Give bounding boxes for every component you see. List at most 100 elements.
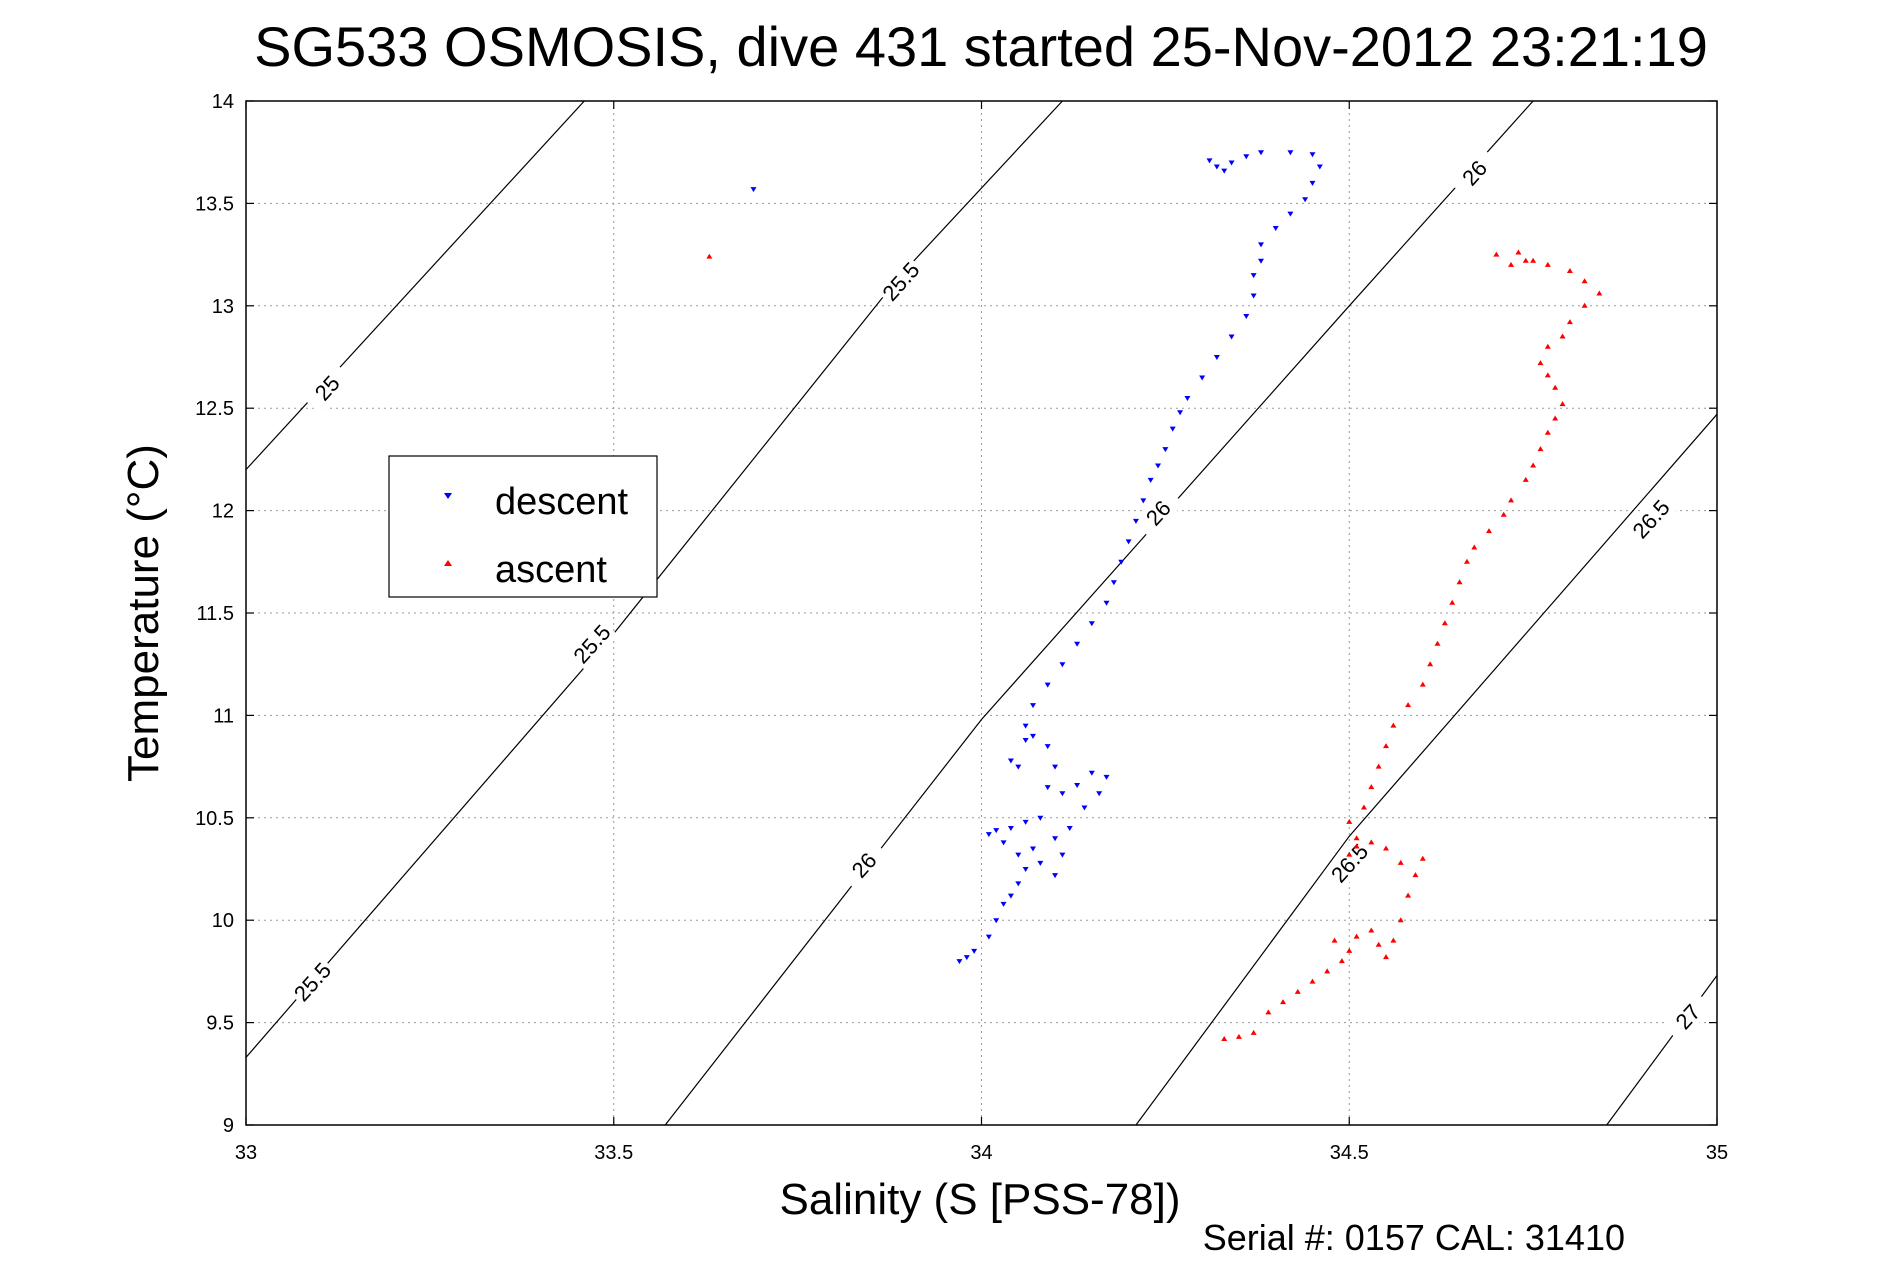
- data-point: [1309, 152, 1316, 158]
- data-point: [1552, 384, 1559, 390]
- legend-ascent-label: ascent: [495, 549, 607, 591]
- data-point: [1485, 528, 1492, 534]
- contour-label-background: [1323, 836, 1375, 890]
- contour-label-background: [1625, 492, 1677, 546]
- data-point: [1110, 580, 1117, 586]
- data-point: [1566, 319, 1573, 325]
- data-point: [1059, 662, 1066, 668]
- data-point: [1405, 892, 1412, 898]
- contour-line-26-5: [1135, 413, 1717, 1125]
- contour-line-25: [246, 101, 585, 471]
- y-tick-label: 10.5: [195, 808, 234, 830]
- data-point: [1007, 826, 1014, 832]
- data-point: [1243, 314, 1250, 320]
- x-tick-label: 34.5: [1330, 1142, 1369, 1164]
- y-tick-label: 11: [213, 705, 234, 727]
- data-point: [1022, 819, 1029, 825]
- data-points: [706, 150, 1603, 1041]
- data-point: [1015, 764, 1022, 770]
- data-point: [971, 948, 978, 954]
- data-point: [1022, 867, 1029, 872]
- data-point: [1074, 641, 1081, 647]
- data-point: [1338, 958, 1345, 964]
- data-point: [1412, 872, 1419, 878]
- data-point: [1257, 258, 1264, 264]
- y-tick-label: 13.5: [195, 193, 234, 215]
- data-point: [1346, 947, 1353, 953]
- data-point: [1353, 843, 1360, 849]
- data-point: [1074, 783, 1081, 789]
- data-point: [1007, 758, 1014, 764]
- data-point: [1221, 1035, 1228, 1041]
- data-point: [1022, 737, 1029, 743]
- data-point: [1052, 873, 1059, 879]
- data-point: [1162, 447, 1169, 453]
- data-point: [1544, 261, 1551, 267]
- data-point: [1544, 343, 1551, 349]
- data-point: [1493, 251, 1500, 257]
- data-point: [1044, 682, 1051, 688]
- data-point: [1537, 360, 1544, 366]
- data-point: [1037, 815, 1044, 821]
- data-point: [1044, 744, 1051, 750]
- legend: descent ascent: [388, 455, 658, 598]
- y-tick-label: 12.5: [195, 398, 234, 420]
- data-point: [1530, 462, 1537, 468]
- data-point: [1103, 774, 1110, 780]
- data-point: [1088, 770, 1095, 776]
- contour-label-background: [838, 838, 890, 892]
- contour-label-background: [565, 617, 618, 671]
- data-point: [1331, 937, 1338, 943]
- data-point: [1353, 933, 1360, 939]
- x-tick-label: 33.5: [594, 1142, 633, 1164]
- contour-label-background: [301, 361, 353, 415]
- data-point: [1199, 375, 1206, 381]
- data-point: [1118, 559, 1125, 565]
- y-tick-label: 12: [212, 501, 234, 523]
- data-point: [1360, 804, 1367, 810]
- data-point: [1088, 621, 1095, 627]
- data-point: [1368, 784, 1375, 790]
- data-point: [1059, 791, 1066, 797]
- data-point: [1081, 805, 1088, 811]
- y-axis-title: Temperature (°C): [119, 444, 168, 782]
- data-point: [1155, 463, 1162, 469]
- data-point: [1257, 242, 1264, 248]
- data-point: [1257, 150, 1264, 156]
- data-point: [985, 832, 992, 838]
- data-point: [1544, 429, 1551, 435]
- data-point: [1022, 723, 1029, 729]
- contour-label-background: [874, 254, 927, 308]
- data-point: [1390, 937, 1397, 943]
- data-point: [1015, 881, 1022, 887]
- data-point: [1177, 410, 1184, 416]
- contour-label-background: [286, 955, 338, 1009]
- data-point: [1287, 211, 1294, 217]
- data-point: [1059, 852, 1066, 858]
- data-point: [1125, 539, 1132, 545]
- x-axis-ticks: 33 33.5 34 34.5 35: [235, 101, 1728, 1164]
- data-point: [1228, 160, 1235, 166]
- data-point: [963, 955, 970, 961]
- data-point: [1250, 293, 1257, 299]
- data-point: [1294, 988, 1301, 994]
- data-point: [1272, 225, 1279, 231]
- data-point: [706, 253, 713, 259]
- data-point: [1206, 158, 1213, 164]
- data-point: [1029, 846, 1036, 852]
- data-point: [1015, 852, 1022, 858]
- data-point: [1132, 518, 1139, 524]
- x-tick-label: 35: [1706, 1142, 1728, 1164]
- data-point: [1029, 703, 1036, 709]
- data-point: [1007, 893, 1014, 899]
- data-point: [1522, 257, 1529, 263]
- series-descent: [750, 150, 1323, 965]
- data-point: [1566, 267, 1573, 273]
- data-point: [1280, 999, 1287, 1005]
- data-point: [1213, 164, 1220, 170]
- data-point: [1316, 164, 1323, 170]
- data-point: [1383, 954, 1390, 960]
- data-point: [1427, 661, 1434, 667]
- data-point: [1052, 836, 1059, 842]
- data-point: [1346, 818, 1353, 824]
